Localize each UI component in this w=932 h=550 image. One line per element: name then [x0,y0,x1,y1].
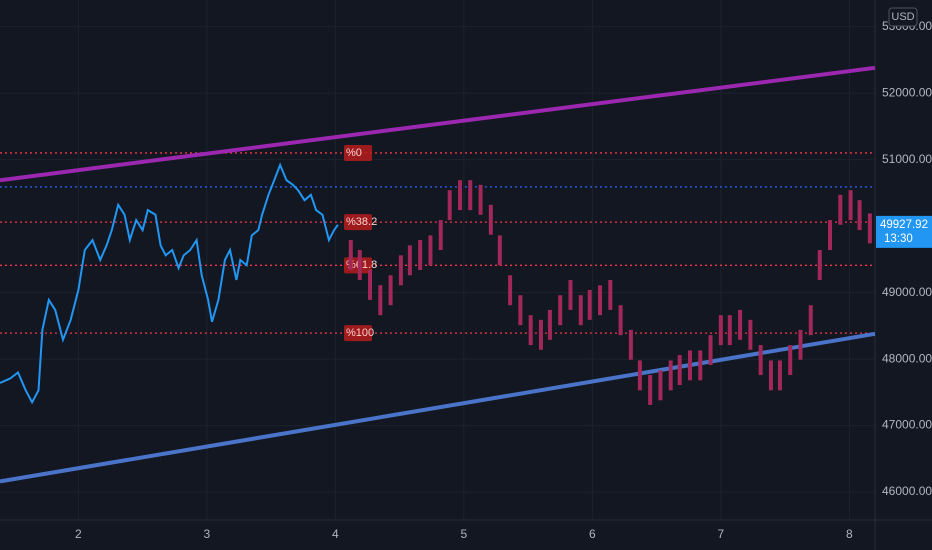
projection-bar [718,315,723,346]
plot-area: %0%38.2%61.8%100 [0,0,876,520]
level-label-box [344,214,372,231]
projection-bar [508,275,513,306]
level-label: %100 [346,327,374,339]
last-price-box [876,215,932,248]
projection-bar [488,204,493,235]
projection-bar [388,275,393,306]
projection-bar [618,305,623,336]
projection-bar [368,269,373,300]
projection-bar [687,350,692,381]
level-label-box [344,144,372,161]
projection-bar [578,295,583,326]
projection-bar [357,250,362,280]
projection-bar [528,315,533,346]
projection-bar [857,200,862,231]
projection-bar [867,213,872,244]
projection-bar [848,190,853,221]
projection-bar [438,220,443,251]
price-line [0,162,339,405]
y-tick-label: 48000.00 [882,351,932,365]
projection-bar [628,329,633,360]
projection-bar [568,279,573,310]
trend-line [0,331,876,484]
projection-bar [398,255,403,286]
x-tick-label: 5 [460,527,467,541]
y-tick-label: 46000.00 [882,484,932,498]
projection-bar [587,289,592,320]
projection-bar [497,235,502,266]
projection-bar [698,350,703,381]
projection-bar [788,345,793,376]
x-tick-label: 6 [589,527,596,541]
projection-bar [808,305,813,336]
projection-bar [468,180,473,211]
projection-bar [668,360,673,391]
level-label: %38.2 [346,216,377,228]
projection-bar [738,309,743,340]
last-price: 49927.92 [880,219,928,231]
projection-bar [547,309,552,340]
y-tick-label: 51000.00 [882,152,932,166]
projection-bar [817,250,822,280]
projection-bar [777,360,782,391]
projection-bar [378,285,383,316]
projection-bar [407,245,412,276]
y-tick-label: 49000.00 [882,285,932,299]
projection-bar [677,355,682,386]
currency: USD [891,11,914,23]
y-tick-label: 52000.00 [882,85,932,99]
projection-bar [457,180,462,211]
projection-bar [758,345,763,376]
y-tick-label: 47000.00 [882,418,932,432]
projection-bar [768,360,773,391]
projection-bar [648,375,653,405]
projection-bar [598,285,603,316]
projection-bar [828,220,833,251]
projection-bar [708,335,713,366]
trend-line [0,65,876,183]
level-label-box [344,325,372,342]
projection-bar [838,194,843,225]
projection-bar [558,295,563,326]
projection-bar [727,315,732,346]
projection-bar [478,184,483,215]
x-tick-label: 4 [332,527,339,541]
level-label: %0 [346,147,362,159]
projection-bar [538,319,543,350]
projection-bar [428,235,433,266]
projection-bar [658,370,663,401]
projection-bar [608,279,613,310]
projection-bar [447,190,452,221]
projection-bar [798,329,803,360]
currency-box [888,7,918,27]
projection-bar [518,295,523,326]
x-tick-label: 7 [717,527,724,541]
x-tick-label: 3 [204,527,211,541]
x-tick-label: 8 [846,527,853,541]
projection-bar [418,240,423,270]
x-tick-label: 2 [75,527,82,541]
last-time: 13:30 [884,233,913,245]
projection-bar [748,319,753,350]
projection-bar [348,240,353,270]
projection-bar [637,360,642,391]
